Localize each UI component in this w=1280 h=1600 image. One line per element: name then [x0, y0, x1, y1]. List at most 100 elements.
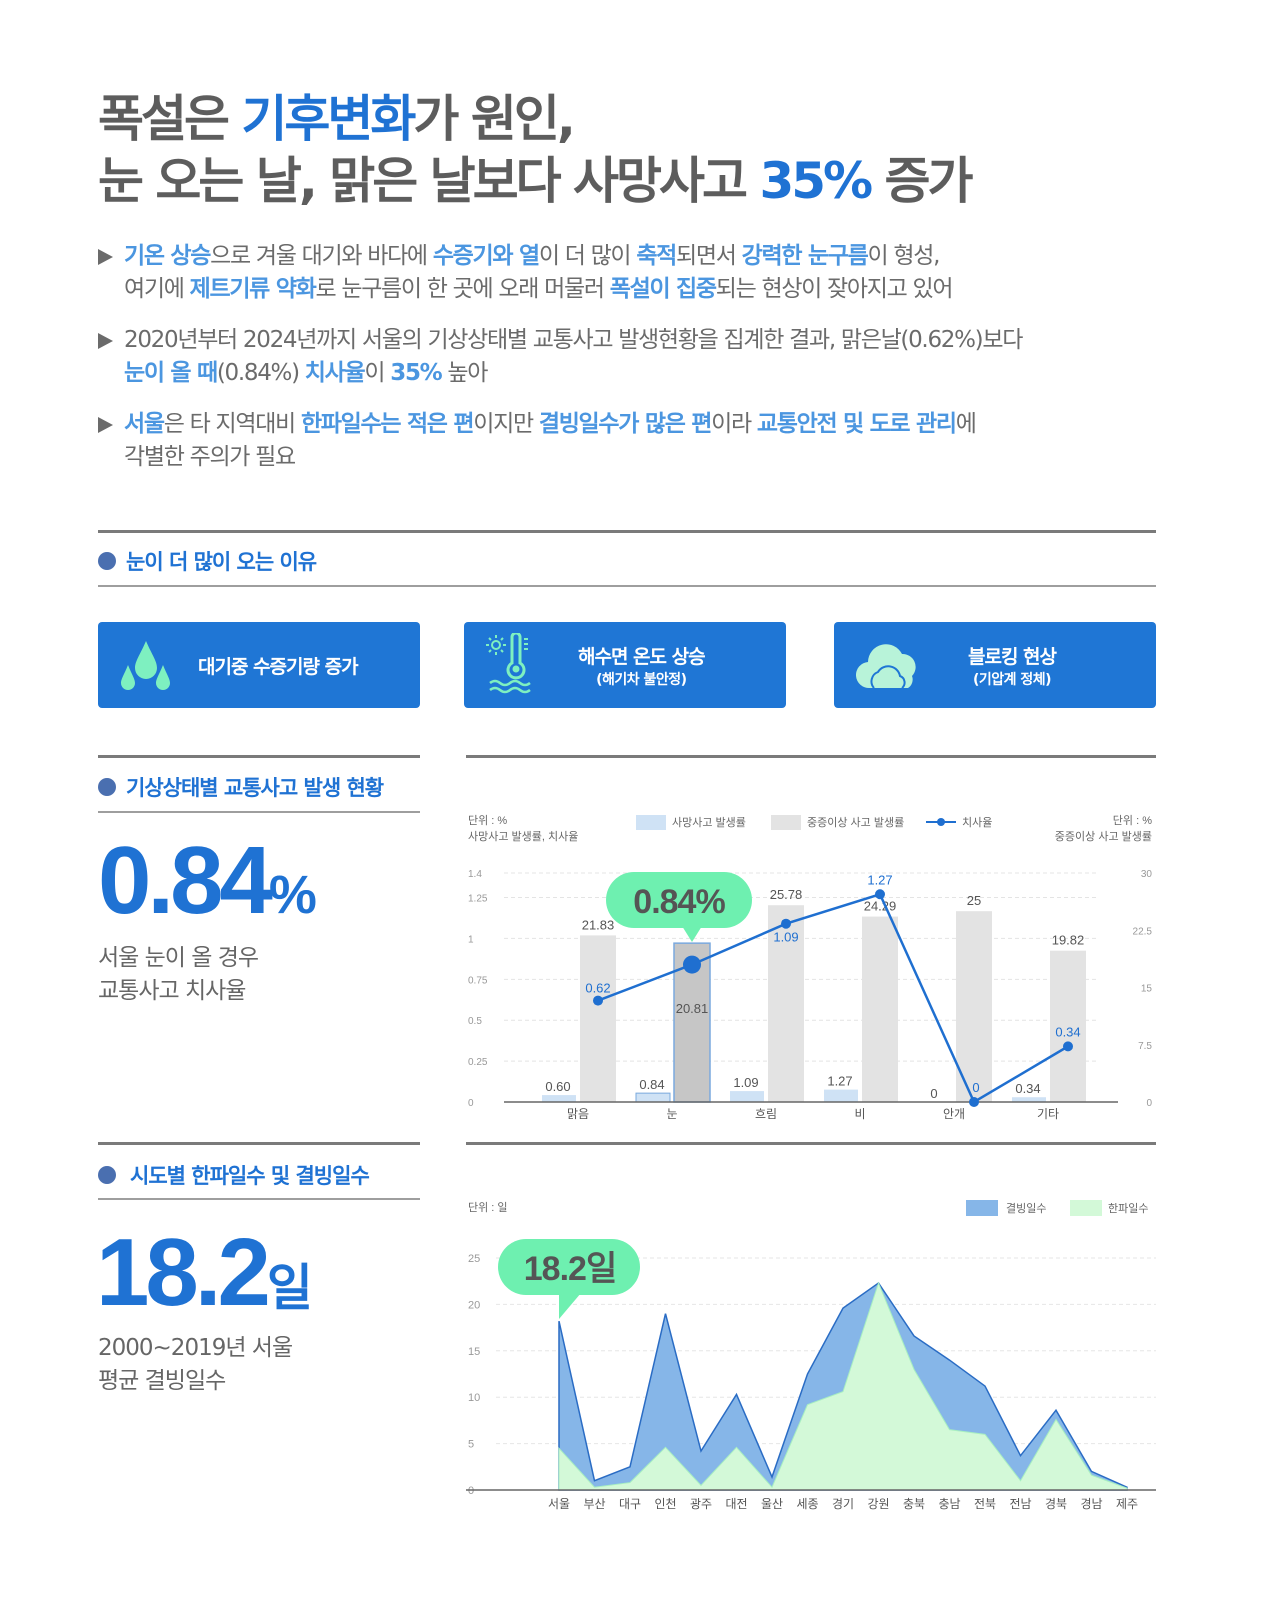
legend-label: 중증이상 사고 발생률 — [807, 816, 904, 829]
callout-bubble: 18.2일 — [498, 1239, 640, 1319]
section-title-text: 기상상태별 교통사고 발생 현황 — [126, 776, 384, 800]
highlight-text: 한파일수는 적은 편 — [300, 411, 475, 437]
text: 각별한 주의가 필요 — [124, 444, 296, 470]
icing-area-chart: 단위 : 일 결빙일수 한파일수 0 5 10 15 20 25 서울 부산 대구 인천 광주 대전 울산 세종… — [466, 1200, 1156, 1511]
bar-severe-rate — [956, 911, 992, 1102]
icing-days-stat: 18.2일 — [96, 1218, 313, 1328]
legend-label: 결빙일수 — [1006, 1201, 1046, 1215]
text: 증가 — [870, 152, 974, 210]
fatality-point — [683, 955, 701, 974]
triangle-bullet-icon — [98, 249, 113, 265]
x-tick: 강원 — [867, 1497, 889, 1511]
x-tick: 광주 — [690, 1497, 712, 1511]
headline-line-2: 눈 오는 날, 맑은 날보다 사망사고 35% 증가 — [98, 150, 974, 212]
text: 에 — [955, 411, 977, 437]
divider — [466, 755, 1156, 758]
divider — [98, 530, 1156, 533]
text: 여기에 — [124, 276, 190, 302]
x-tick: 충남 — [938, 1497, 960, 1511]
bar-death-rate — [824, 1089, 858, 1102]
bar-label-death-rate: 0.60 — [545, 1079, 570, 1094]
bar-severe-rate — [768, 905, 804, 1102]
stat-value: 18.2 — [96, 1219, 271, 1326]
stat-unit: 일 — [266, 1260, 313, 1316]
fatality-label: 0 — [972, 1080, 979, 1095]
reason-card-sublabel: (해기차 불안정) — [596, 671, 687, 688]
highlight-text: 치사율 — [304, 360, 366, 386]
highlight-text: 기후변화 — [241, 90, 416, 148]
stat-value: 0.84 — [98, 827, 273, 934]
bar-label-severe-rate: 20.81 — [676, 1001, 709, 1016]
bullet-dot-icon — [98, 1166, 116, 1184]
x-tick: 경남 — [1080, 1497, 1102, 1511]
bar-severe-rate — [1050, 950, 1086, 1102]
callout-pointer — [559, 1293, 581, 1319]
x-tick: 눈 — [666, 1107, 677, 1121]
y-tick-left: 0 — [468, 1098, 474, 1109]
divider — [98, 1142, 420, 1145]
text: 가 원인, — [413, 90, 575, 148]
highlight-text: 35% — [759, 152, 873, 210]
unit-sub-right: 중증이상 사고 발생률 — [1055, 830, 1152, 843]
fatality-label: 0.34 — [1055, 1024, 1080, 1039]
bullet-dot-icon — [98, 778, 116, 796]
stat-unit: % — [268, 865, 317, 925]
fatality-rate-stat: 0.84% — [98, 826, 317, 936]
highlight-text: 기온 상승 — [124, 243, 211, 269]
y-tick-left: 1.25 — [468, 894, 488, 905]
reason-card-label: 블로킹 현상 — [968, 645, 1057, 668]
x-tick: 제주 — [1116, 1497, 1138, 1511]
fatality-point — [969, 1097, 979, 1107]
bullet-line: 2020년부터 2024년까지 서울의 기상상태별 교통사고 발생현황을 집계한… — [124, 324, 1178, 357]
y-tick-left: 0.5 — [468, 1016, 482, 1027]
text: 이 — [364, 360, 391, 386]
divider — [98, 1198, 420, 1200]
text: 되면서 — [676, 243, 742, 269]
callout-pointer — [682, 926, 702, 942]
bar-label-death-rate: 0 — [930, 1086, 937, 1101]
x-tick: 부산 — [583, 1497, 605, 1511]
bar-label-death-rate: 0.84 — [639, 1077, 664, 1092]
bullet-line: 서울은 타 지역대비 한파일수는 적은 편이지만 결빙일수가 많은 편이라 교통… — [124, 408, 1178, 441]
x-tick: 경북 — [1045, 1497, 1067, 1511]
bar-label-death-rate: 0.34 — [1015, 1081, 1040, 1096]
legend-swatch-icing — [966, 1200, 998, 1216]
unit-label-right: 단위 : % — [1113, 814, 1152, 827]
legend-label: 한파일수 — [1108, 1201, 1148, 1215]
headline: 폭설은 기후변화가 원인, 눈 오는 날, 맑은 날보다 사망사고 35% 증가 — [98, 88, 974, 212]
legend-label: 사망사고 발생률 — [672, 816, 746, 829]
x-tick: 대전 — [725, 1497, 747, 1511]
x-tick: 맑음 — [567, 1107, 589, 1121]
fatality-point — [781, 918, 791, 929]
y-tick-left: 1 — [468, 934, 474, 945]
bar-label-severe-rate: 21.83 — [582, 917, 615, 932]
divider — [98, 811, 420, 813]
reason-card-water-vapor: 대기중 수증기량 증가 — [98, 622, 420, 708]
water-drops-icon — [116, 635, 176, 695]
legend-swatch-death-rate — [636, 815, 666, 830]
fatality-rate-desc: 서울 눈이 올 경우 교통사고 치사율 — [98, 942, 259, 1008]
x-tick: 기타 — [1037, 1107, 1059, 1121]
callout-background — [606, 872, 752, 928]
triangle-bullet-icon — [98, 333, 113, 349]
cloud-icon — [855, 640, 922, 690]
bullet-line: 각별한 주의가 필요 — [124, 441, 1178, 474]
y-tick-left: 0.25 — [468, 1057, 488, 1068]
reason-card-sublabel: (기압계 정체) — [972, 671, 1052, 688]
highlight-text: 수증기와 열 — [432, 243, 540, 269]
bullet-line: 눈이 올 때(0.84%) 치사율이 35% 높아 — [124, 357, 1178, 390]
y-tick: 25 — [468, 1253, 480, 1265]
callout-text: 18.2일 — [524, 1250, 616, 1288]
highlight-text: 축적 — [636, 243, 677, 269]
callout-bubble: 0.84% — [606, 872, 752, 942]
bar-death-rate — [542, 1095, 576, 1102]
y-tick: 5 — [468, 1439, 474, 1451]
x-tick: 서울 — [548, 1497, 570, 1511]
callout-background — [498, 1239, 640, 1295]
section-title-text: 시도별 한파일수 및 결빙일수 — [130, 1164, 370, 1188]
summary-bullets: 기온 상승으로 겨울 대기와 바다에 수증기와 열이 더 많이 축적되면서 강력… — [98, 240, 1178, 492]
x-tick: 대구 — [619, 1497, 641, 1511]
bullet-line: 여기에 제트기류 약화로 눈구름이 한 곳에 오래 머물러 폭설이 집중되는 현… — [124, 273, 1178, 306]
x-tick: 안개 — [943, 1107, 965, 1121]
text: 이 형성, — [867, 243, 941, 269]
